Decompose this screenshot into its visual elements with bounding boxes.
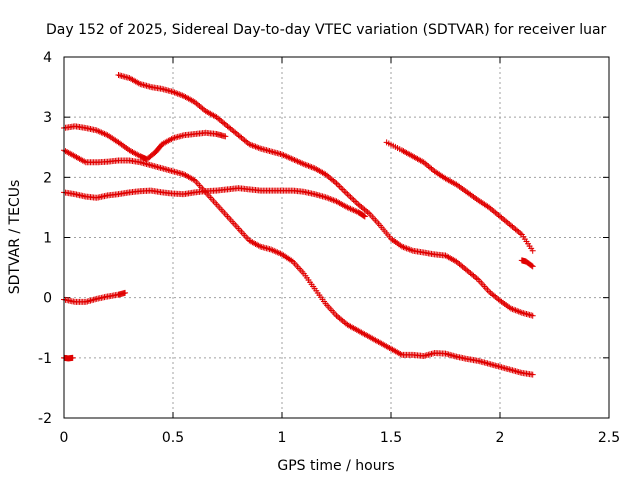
x-tick-label: 0	[60, 430, 69, 446]
data-point	[222, 133, 229, 140]
y-tick-label: 1	[43, 231, 52, 247]
data-point	[529, 312, 536, 319]
data-point	[69, 354, 76, 361]
y-tick-label: -1	[38, 351, 52, 367]
chart-title: Day 152 of 2025, Sidereal Day-to-day VTE…	[46, 22, 607, 38]
data-point	[529, 263, 536, 270]
series-track-6	[518, 257, 536, 270]
y-tick-label: 4	[43, 50, 52, 66]
data-point	[361, 213, 368, 220]
series-track-5	[383, 139, 536, 254]
y-tick-label: 0	[43, 291, 52, 307]
x-tick-label: 1.5	[380, 430, 402, 446]
plot-frame	[63, 56, 610, 419]
x-tick-label: 2	[496, 430, 505, 446]
x-axis-label: GPS time / hours	[277, 458, 394, 474]
data-point	[360, 212, 367, 219]
tick-labels: 0 0.5 1 1.5 2 2.5 -2 -1 0 1 2 3 4	[38, 50, 620, 446]
data-point	[529, 371, 536, 378]
data-point	[528, 262, 535, 269]
series-track-4	[115, 72, 536, 319]
data-points	[61, 72, 536, 378]
y-axis-label: SDTVAR / TECUs	[7, 180, 23, 295]
data-point	[529, 247, 536, 254]
y-tick-label: -2	[38, 411, 52, 427]
y-tick-label: 2	[43, 170, 52, 186]
x-tick-label: 2.5	[598, 430, 620, 446]
data-point	[122, 289, 129, 296]
series-track-3	[61, 185, 368, 220]
series-track-2	[61, 147, 536, 378]
x-tick-label: 1	[278, 430, 287, 446]
x-tick-label: 0.5	[162, 430, 184, 446]
y-tick-label: 3	[43, 110, 52, 126]
series-track-1	[61, 123, 229, 163]
